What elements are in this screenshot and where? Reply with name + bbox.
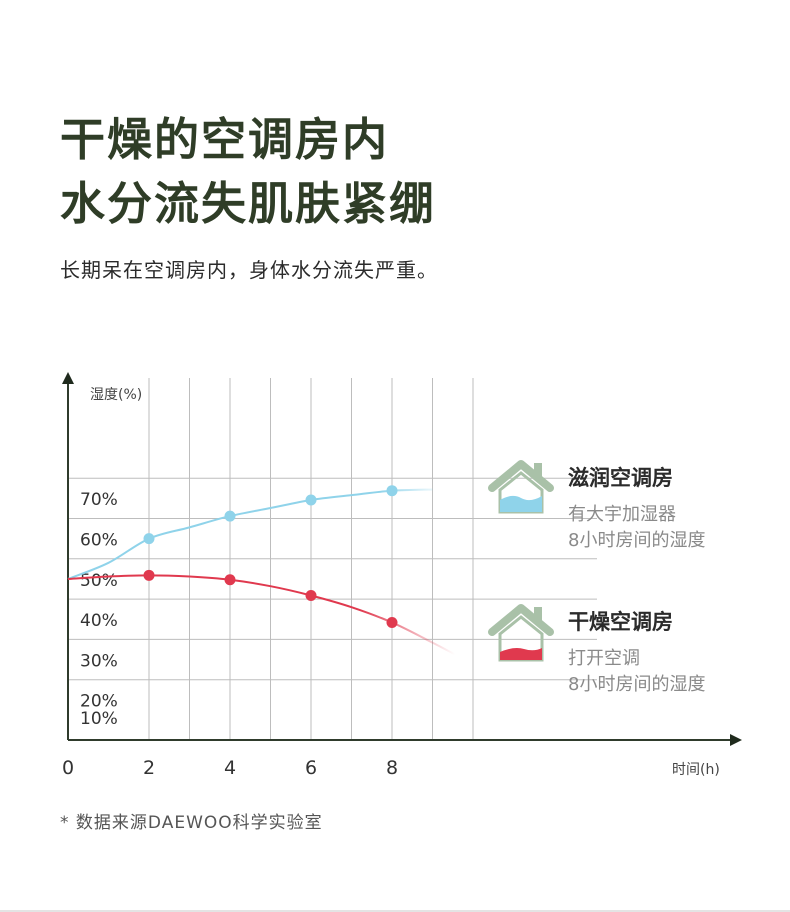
page-subtitle: 长期呆在空调房内，身体水分流失严重。: [60, 258, 438, 282]
series-humidified-line: [67, 488, 433, 580]
series-dry-point: [386, 616, 398, 628]
legend-dry-line2: 8小时房间的湿度: [568, 674, 706, 695]
x-tick-label: 6: [305, 757, 317, 779]
data-source-footnote: * 数据来源DAEWOO科学实验室: [60, 813, 323, 833]
chart-grid: [68, 378, 597, 740]
y-tick-labels: 10%20% 30% 40% 50% 60% 70%: [80, 490, 118, 729]
x-axis-label: 时间(h): [672, 762, 720, 778]
page-title: 干燥的空调房内 水分流失肌肤紧绷: [60, 108, 436, 236]
legend-dry-title: 干燥空调房: [568, 610, 673, 634]
y-tick-label: 20%: [80, 692, 118, 712]
series-humidified-point: [305, 494, 317, 506]
series-dry-point: [305, 589, 317, 601]
y-tick-label: 10%: [80, 709, 118, 729]
y-tick-label: 70%: [80, 490, 118, 510]
y-axis-arrow: [62, 372, 74, 384]
series-dry-line: [67, 574, 462, 659]
series-dry-point: [143, 569, 155, 581]
y-tick-label: 60%: [80, 531, 118, 551]
series-humidified-point: [386, 485, 398, 497]
series-humidified-point: [224, 510, 236, 522]
y-tick-label: 40%: [80, 611, 118, 631]
x-tick-label: 8: [386, 757, 398, 779]
series-dry-point: [224, 574, 236, 586]
bottom-divider: [0, 910, 790, 912]
legend-humidified-title: 滋润空调房: [568, 466, 673, 490]
y-tick-label: 30%: [80, 651, 118, 671]
chart-series: [67, 485, 462, 659]
legend-humidified-line1: 有大宇加湿器: [568, 504, 676, 525]
x-tick-label: 0: [62, 757, 74, 779]
y-axis-label: 湿度(%): [90, 387, 142, 403]
x-tick-labels: 0 2 4 6 8: [62, 757, 398, 779]
series-humidified-point: [143, 533, 155, 545]
chart-axes: [62, 372, 742, 746]
x-axis-arrow: [730, 734, 742, 746]
title-line-1: 干燥的空调房内: [60, 113, 390, 166]
title-line-2: 水分流失肌肤紧绷: [60, 177, 437, 230]
x-tick-label: 2: [143, 757, 155, 779]
house-dry-icon: [488, 604, 554, 662]
house-humidified-icon: [488, 460, 554, 514]
x-tick-label: 4: [224, 757, 236, 779]
legend-dry-line1: 打开空调: [568, 648, 640, 669]
legend-humidified-line2: 8小时房间的湿度: [568, 530, 706, 551]
y-tick-label: 50%: [80, 571, 118, 591]
